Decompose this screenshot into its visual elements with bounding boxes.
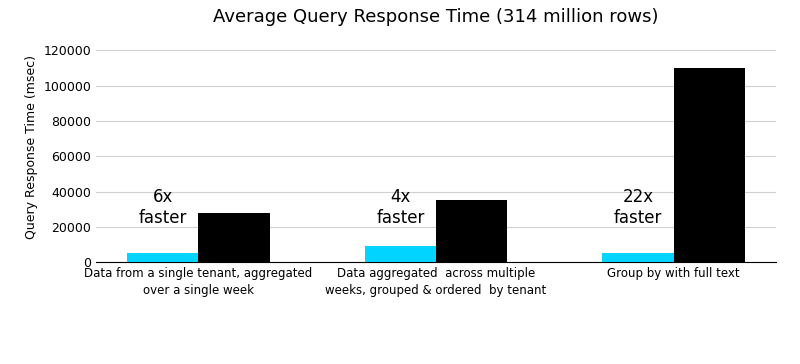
Bar	[436, 200, 507, 262]
Bar	[602, 253, 674, 262]
Bar	[674, 68, 745, 262]
Text: 4x
faster: 4x faster	[376, 188, 425, 227]
Text: 6x
faster: 6x faster	[138, 188, 186, 227]
Bar	[127, 253, 198, 262]
Bar	[365, 246, 436, 262]
Text: 22x
faster: 22x faster	[614, 188, 662, 227]
Y-axis label: Query Response Time (msec): Query Response Time (msec)	[25, 55, 38, 240]
Bar	[198, 213, 270, 262]
Title: Average Query Response Time (314 million rows): Average Query Response Time (314 million…	[214, 8, 658, 25]
